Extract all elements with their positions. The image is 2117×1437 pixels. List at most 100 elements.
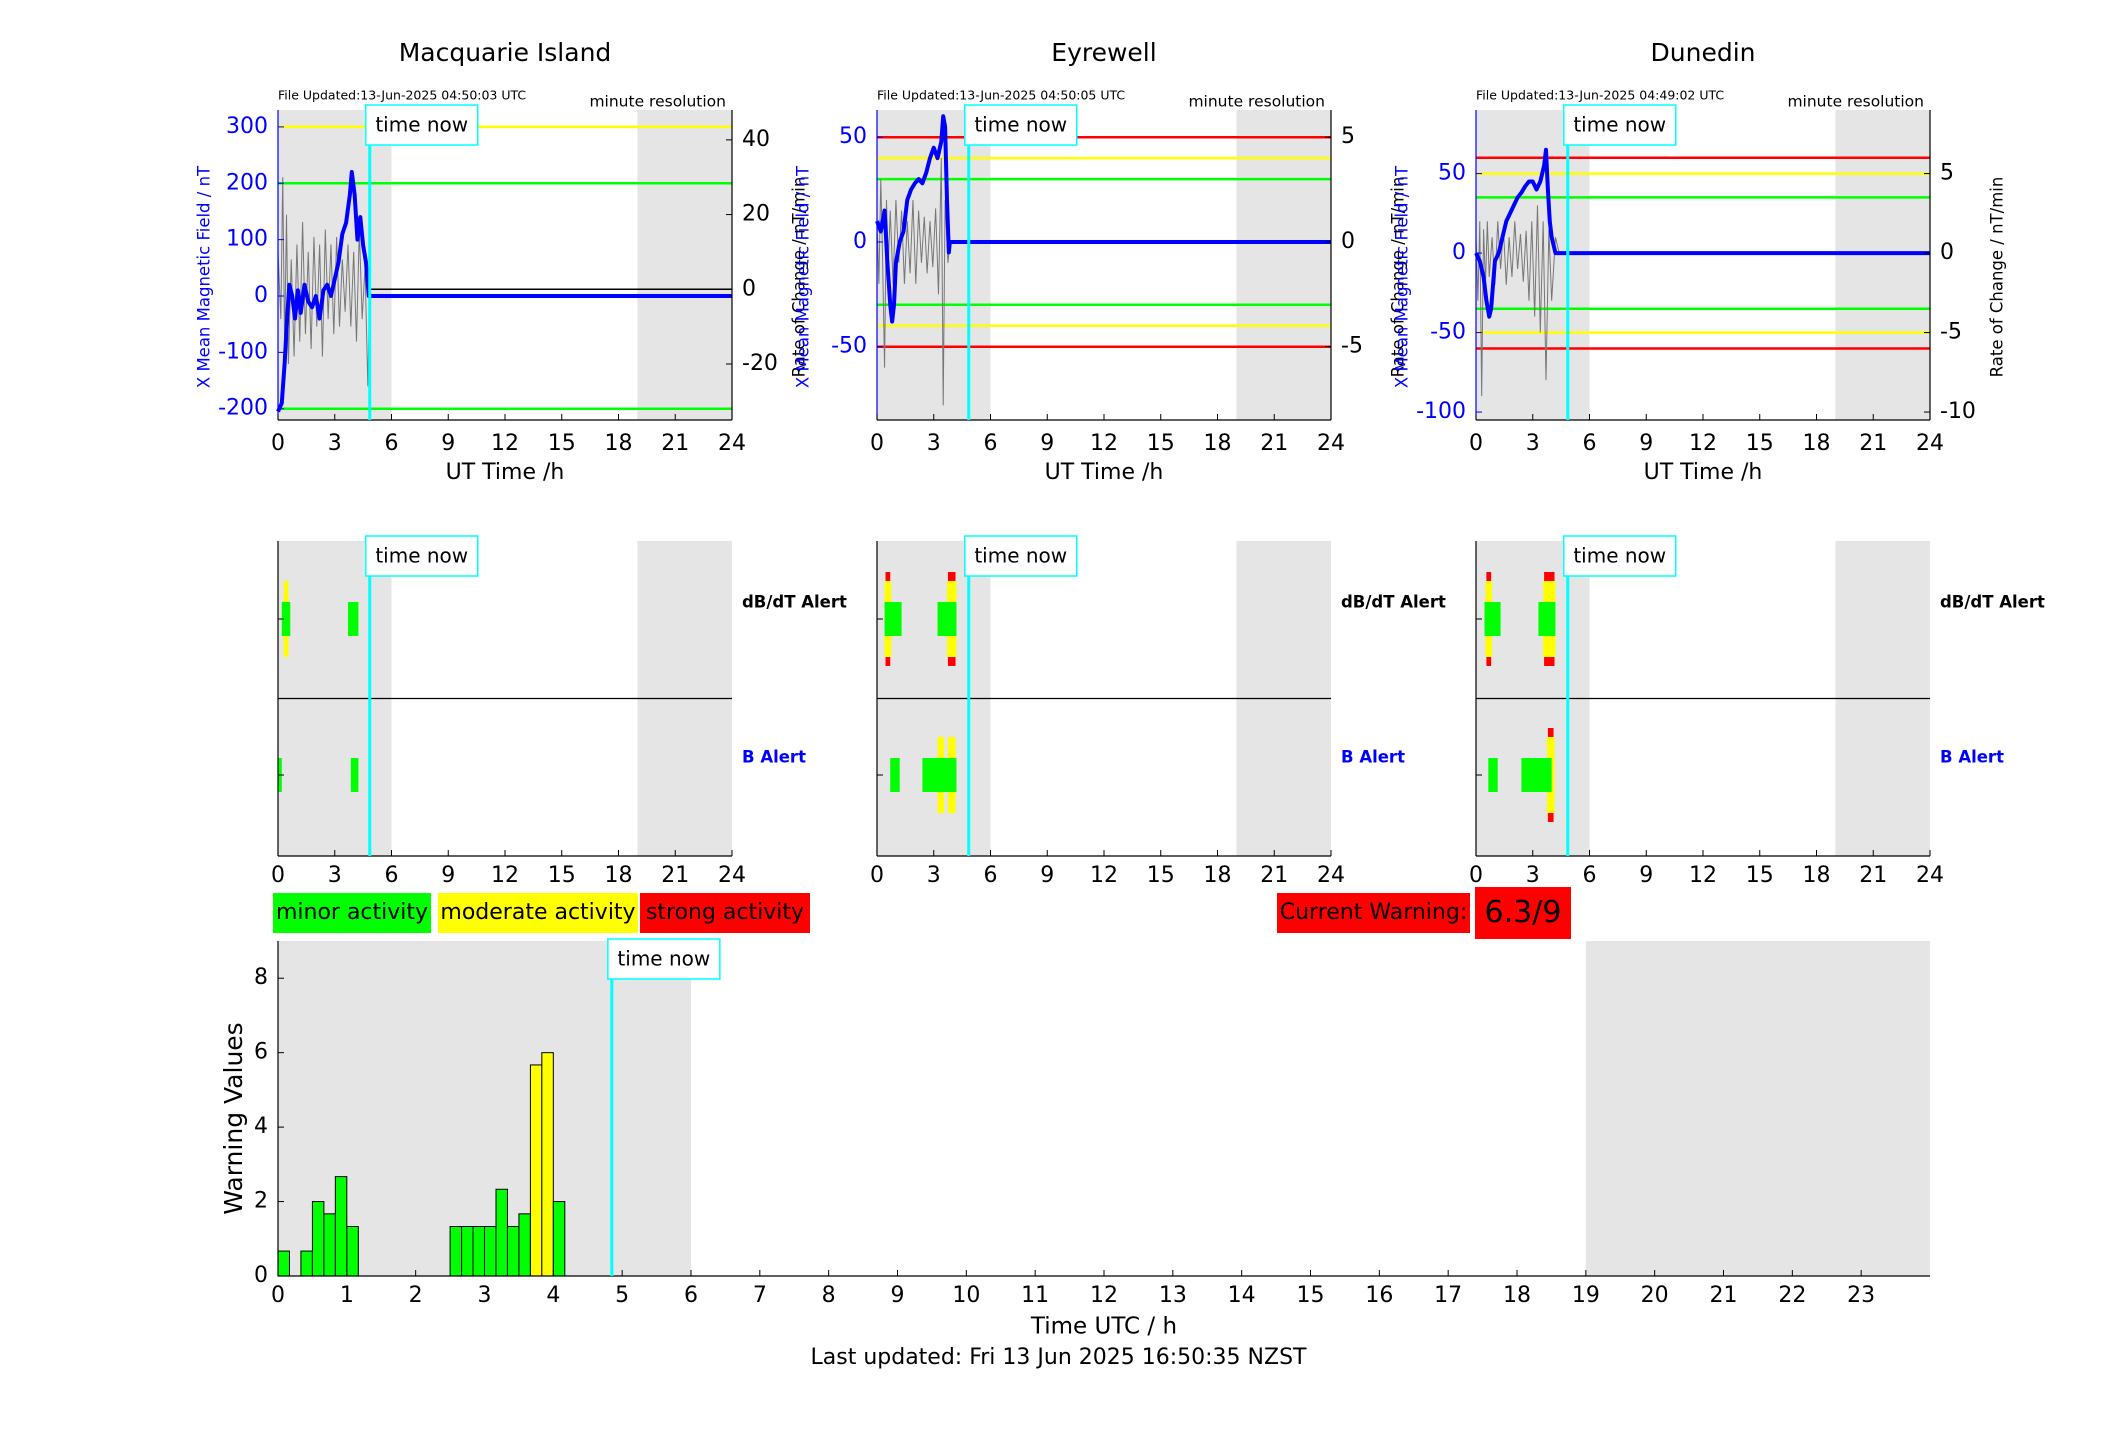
- alert-panel-3-x-tick-label: 9: [1639, 863, 1653, 888]
- alert-panel-2-x-tick-label: 9: [1040, 863, 1054, 888]
- chart-2-time-now-box: [963, 104, 1078, 146]
- chart-1-y-tick-label-right: 20: [742, 202, 770, 227]
- chart-2-y-label-left: X Mean Magnetic Field / nT: [794, 165, 813, 388]
- warning-chart-bar: [541, 1052, 554, 1277]
- current-warning-value: 6.3/9: [1475, 887, 1571, 939]
- chart-3-x-tick-label: 21: [1859, 431, 1887, 456]
- current-warning-label: Current Warning:: [1277, 893, 1470, 933]
- warning-chart-x-tick-label: 6: [684, 1283, 698, 1308]
- alert-panel-2-b-minor-bar: [922, 758, 957, 792]
- warning-chart-bar: [334, 1176, 348, 1277]
- chart-1-x-tick-label: 24: [718, 431, 746, 456]
- warning-chart-x-tick-label: 0: [271, 1283, 285, 1308]
- warning-chart-x-tick-label: 13: [1159, 1283, 1187, 1308]
- chart-3-night-shade: [1835, 110, 1930, 420]
- chart-1-y-tick-label-left: 200: [226, 170, 268, 195]
- chart-3-x-tick-label: 15: [1746, 431, 1774, 456]
- alert-panel-1-dbdt-minor-bar: [281, 602, 291, 636]
- alert-panel-1-x-tick-label: 15: [548, 863, 576, 888]
- chart-3-title: Dunedin: [1651, 38, 1756, 67]
- chart-1-file-updated: File Updated:13-Jun-2025 04:50:03 UTC: [278, 88, 526, 103]
- alert-panel-2-x-tick-label: 18: [1204, 863, 1232, 888]
- chart-1-night-shade: [637, 110, 732, 420]
- warning-chart-x-tick-label: 21: [1710, 1283, 1738, 1308]
- alert-panel-1-dbdt-label: dB/dT Alert: [742, 593, 847, 612]
- alert-panel-2-time-now-label: time now: [974, 544, 1067, 568]
- chart-1-x-tick-label: 18: [605, 431, 633, 456]
- legend-strong-activity: strong activity: [640, 893, 810, 933]
- chart-1-y-tick-label-right: -20: [742, 351, 778, 376]
- warning-chart-bar: [529, 1064, 543, 1277]
- chart-1-y-tick-label-right: 0: [742, 276, 756, 301]
- legend-minor-activity: minor activity: [273, 893, 431, 933]
- alert-panel-1-x-tick-label: 18: [605, 863, 633, 888]
- alert-panel-1-dbdt-minor-bar: [347, 602, 359, 636]
- warning-chart-x-tick-label: 18: [1503, 1283, 1531, 1308]
- chart-3-y-label-left: X Mean Magnetic Field / nT: [1393, 165, 1412, 388]
- chart-3-y-tick-label-left: 0: [1452, 240, 1466, 265]
- chart-1-x-tick-label: 9: [441, 431, 455, 456]
- chart-2-x-tick-label: 18: [1204, 431, 1232, 456]
- warning-chart-bar: [461, 1225, 474, 1277]
- warning-chart-bar: [484, 1225, 497, 1277]
- alert-panel-2-x-tick-label: 12: [1090, 863, 1118, 888]
- warning-chart-y-tick-label: 6: [254, 1040, 268, 1065]
- chart-2-x-series: [875, 114, 1331, 324]
- alert-panel-3-b-minor-bar: [1521, 758, 1552, 792]
- alert-panel-2-b-minor-bar: [890, 758, 900, 792]
- alert-panel-2-dbdt-label: dB/dT Alert: [1341, 593, 1446, 612]
- warning-chart-x-tick-label: 19: [1572, 1283, 1600, 1308]
- chart-2-x-tick-label: 15: [1147, 431, 1175, 456]
- warning-chart-y-tick-label: 0: [254, 1263, 268, 1288]
- alert-panel-1-x-tick-label: 9: [441, 863, 455, 888]
- alert-panel-3-b-minor-bar: [1488, 758, 1498, 792]
- chart-1-time-now-label: time now: [375, 113, 468, 137]
- warning-chart-x-tick-label: 10: [952, 1283, 980, 1308]
- alert-panel-2-dbdt-minor-bar: [884, 602, 902, 636]
- chart-1-y-tick-label-left: -200: [218, 396, 268, 421]
- chart-2-x-tick-label: 9: [1040, 431, 1054, 456]
- alert-panel-3-dbdt-minor-bar: [1538, 602, 1556, 636]
- alert-panel-1-b-label: B Alert: [742, 748, 806, 767]
- chart-2-title: Eyrewell: [1051, 38, 1156, 67]
- warning-chart-bar: [300, 1250, 313, 1277]
- chart-1-y-label-right: Rate of Change / nT/min: [790, 177, 809, 378]
- chart-1-x-tick-label: 12: [491, 431, 519, 456]
- chart-3-x-series: [1474, 147, 1930, 319]
- chart-2-y-tick-label-right: -5: [1341, 334, 1363, 359]
- chart-3-y-tick-label-left: -100: [1416, 399, 1466, 424]
- chart-1-x-tick-label: 21: [661, 431, 689, 456]
- chart-3-y-label-right: Rate of Change / nT/min: [1988, 177, 2007, 378]
- chart-3-x-label: UT Time /h: [1644, 460, 1763, 485]
- alert-panel-1-time-now-label: time now: [375, 544, 468, 568]
- alert-panel-2-time-now-box: [963, 535, 1078, 577]
- chart-2-y-tick-label-left: 50: [839, 124, 867, 149]
- warning-chart-x-tick-label: 16: [1365, 1283, 1393, 1308]
- warning-chart-x-tick-label: 12: [1090, 1283, 1118, 1308]
- warning-chart-x-tick-label: 15: [1297, 1283, 1325, 1308]
- chart-2-y-label-right: Rate of Change / nT/min: [1389, 177, 1408, 378]
- warning-chart-y-tick-label: 8: [254, 965, 268, 990]
- chart-2-y-tick-label-right: 5: [1341, 124, 1355, 149]
- warning-chart-bar: [495, 1188, 508, 1277]
- alert-panel-3-x-tick-label: 0: [1469, 863, 1483, 888]
- chart-3-x-tick-label: 24: [1916, 431, 1944, 456]
- warning-chart-bar: [518, 1213, 531, 1277]
- alert-panel-3-x-tick-label: 18: [1803, 863, 1831, 888]
- warning-chart-x-tick-label: 8: [822, 1283, 836, 1308]
- chart-2-x-tick-label: 6: [984, 431, 998, 456]
- warning-chart-x-tick-label: 7: [753, 1283, 767, 1308]
- last-updated: Last updated: Fri 13 Jun 2025 16:50:35 N…: [810, 1345, 1307, 1370]
- chart-3-time-now-label: time now: [1573, 113, 1666, 137]
- chart-2-file-updated: File Updated:13-Jun-2025 04:50:05 UTC: [877, 88, 1125, 103]
- alert-panel-2-x-tick-label: 0: [870, 863, 884, 888]
- chart-2-x-tick-label: 3: [927, 431, 941, 456]
- chart-1-night-shade: [278, 110, 392, 420]
- chart-1-time-now-box: [364, 104, 479, 146]
- chart-3-y-tick-label-left: 50: [1438, 161, 1466, 186]
- alert-panel-3-time-now-box: [1562, 535, 1677, 577]
- alert-panel-2-x-tick-label: 3: [927, 863, 941, 888]
- alert-panel-1-x-tick-label: 0: [271, 863, 285, 888]
- alert-panel-1-x-tick-label: 6: [385, 863, 399, 888]
